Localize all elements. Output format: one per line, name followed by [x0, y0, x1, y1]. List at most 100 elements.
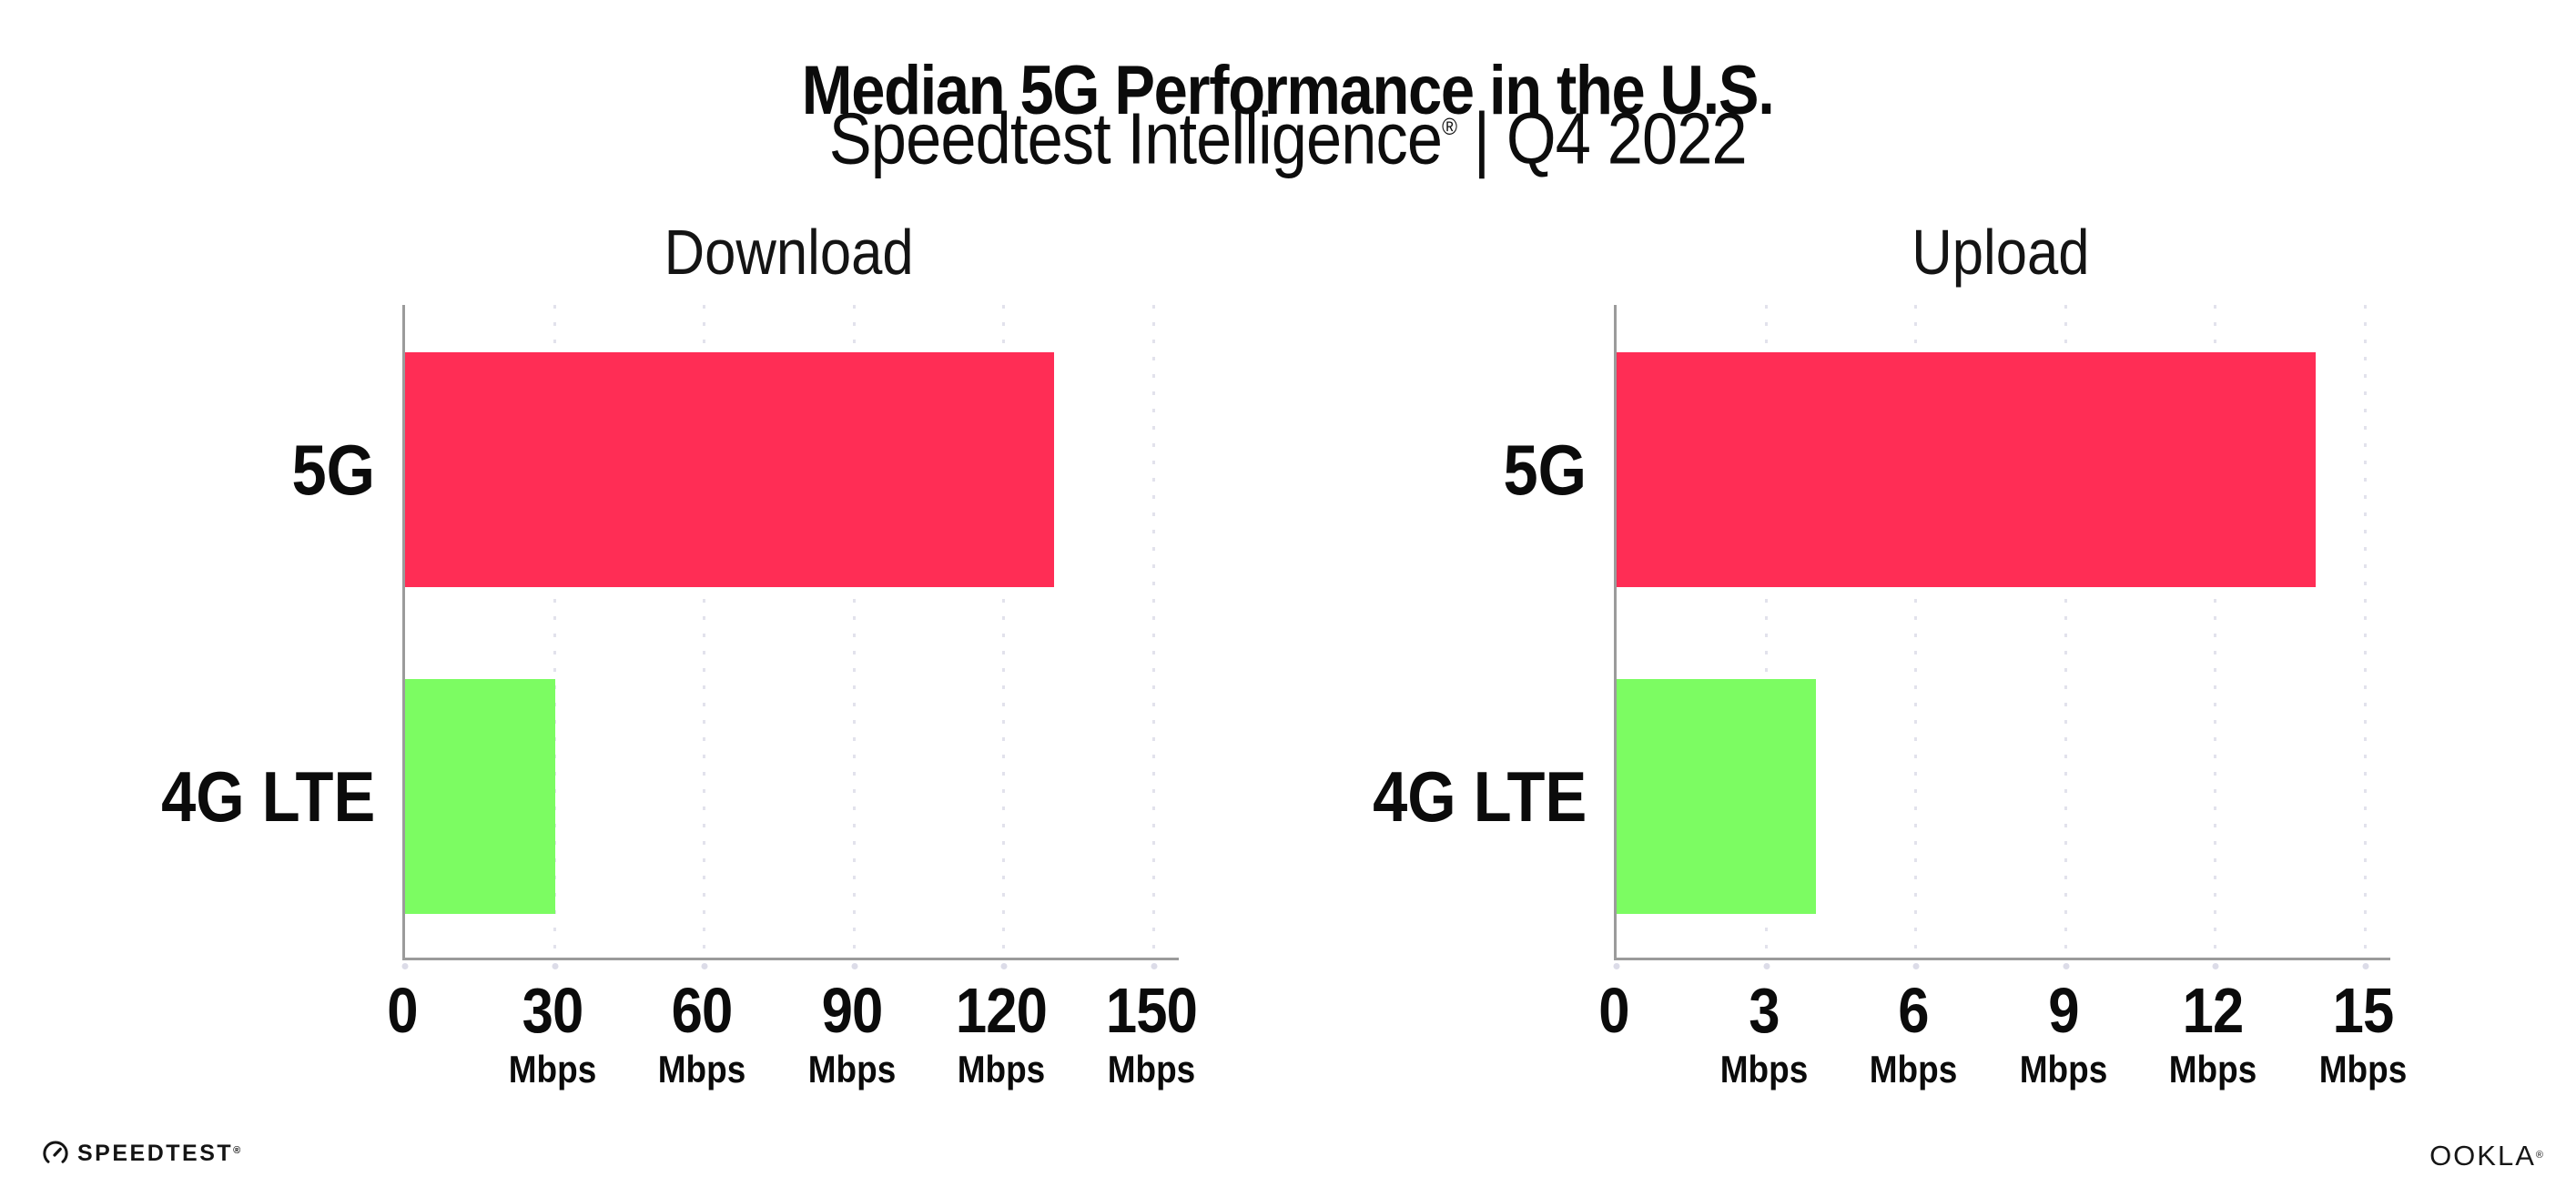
x-tick-9: 9 Mbps: [2013, 979, 2114, 1090]
gridline-60: [703, 305, 706, 958]
tick-dot-90: [851, 963, 858, 969]
x-tick-content-15: 15 Mbps: [2318, 979, 2406, 1090]
x-tick-content-30: 30 Mbps: [508, 979, 595, 1090]
download-plot-area: [401, 305, 1179, 969]
x-tick-0: 0: [385, 979, 420, 1042]
x-tick-content-0: 0: [387, 975, 418, 1046]
category-label-text: 4G LTE: [160, 756, 375, 837]
tick-dot-12: [2212, 963, 2219, 969]
x-tick-content-3: 3 Mbps: [1719, 979, 1807, 1090]
download-chart-title: Download: [664, 217, 914, 288]
x-tick-value: 150: [1105, 975, 1198, 1046]
category-label-4g-lte: 4G LTE: [47, 761, 375, 832]
x-tick-value: 90: [821, 975, 883, 1046]
ookla-registered-icon: ®: [2535, 1150, 2543, 1161]
gridline-30: [553, 305, 556, 958]
tick-dot-0: [1613, 963, 1620, 969]
x-tick-value: 0: [1598, 975, 1629, 1046]
gridline-15: [2363, 305, 2367, 958]
x-tick-value: 12: [2182, 975, 2245, 1046]
x-tick-content-0: 0: [1598, 975, 1629, 1046]
bar-5g: [1617, 352, 2316, 587]
upload-chart: Upload 0 3 Mbps 6 Mbps 9 Mbps 12 Mbps 15 Mbps 5G 4G…: [1373, 209, 2407, 1129]
gridline-3: [1764, 305, 1768, 958]
x-tick-0: 0: [1597, 979, 1631, 1042]
speedtest-gauge-icon: [43, 1141, 68, 1163]
speedtest-wordmark: SPEEDTEST®: [77, 1140, 241, 1166]
subtitle-brand: Speedtest Intelligence: [828, 97, 1443, 179]
x-tick-content-120: 120 Mbps: [955, 975, 1048, 1090]
bar-4g-lte: [1617, 679, 1817, 914]
tick-dot-30: [552, 963, 559, 969]
x-tick-value: 6: [1898, 975, 1929, 1046]
x-tick-unit: Mbps: [1869, 1048, 1958, 1090]
x-tick-3: 3 Mbps: [1714, 979, 1814, 1090]
ookla-wordmark: OOKLA: [2429, 1140, 2536, 1172]
category-label-5g: 5G: [47, 434, 375, 505]
x-tick-content-90: 90 Mbps: [807, 979, 895, 1090]
x-tick-value: 60: [671, 975, 734, 1046]
x-tick-value: 0: [387, 975, 418, 1046]
page-subtitle: Speedtest Intelligence® | Q4 2022: [0, 87, 2576, 182]
x-tick-content-12: 12 Mbps: [2169, 979, 2257, 1090]
registered-trademark-icon: ®: [1442, 113, 1457, 140]
category-label-4g-lte: 4G LTE: [1259, 761, 1587, 832]
x-tick-unit: Mbps: [657, 1048, 746, 1090]
page-title-text: Median 5G Performance in the U.S.: [802, 51, 1775, 129]
speedtest-logo: SPEEDTEST®: [42, 1140, 240, 1167]
x-tick-unit: Mbps: [807, 1048, 896, 1090]
x-tick-6: 6 Mbps: [1863, 979, 1963, 1090]
x-tick-120: 120 Mbps: [949, 979, 1053, 1090]
tick-dot-9: [2063, 963, 2070, 969]
gridline-90: [852, 305, 856, 958]
x-tick-30: 30 Mbps: [502, 979, 603, 1090]
x-tick-12: 12 Mbps: [2163, 979, 2263, 1090]
x-tick-unit: Mbps: [957, 1048, 1046, 1090]
tick-dot-3: [1763, 963, 1770, 969]
category-label-text: 4G LTE: [1372, 756, 1587, 837]
gridline-150: [1151, 305, 1155, 958]
page-title: Median 5G Performance in the U.S.: [0, 52, 2576, 130]
x-tick-unit: Mbps: [2318, 1048, 2407, 1090]
gridline-12: [2214, 305, 2217, 958]
x-tick-value: 3: [1748, 975, 1780, 1046]
x-tick-content-9: 9 Mbps: [2019, 979, 2106, 1090]
category-label-5g: 5G: [1259, 434, 1587, 505]
x-tick-150: 150 Mbps: [1100, 979, 1203, 1090]
x-tick-unit: Mbps: [2019, 1048, 2107, 1090]
x-tick-value: 30: [522, 975, 583, 1046]
x-tick-15: 15 Mbps: [2313, 979, 2413, 1090]
gridline-9: [2064, 305, 2067, 958]
tick-dot-60: [701, 963, 708, 969]
tick-dot-15: [2362, 963, 2369, 969]
x-tick-content-6: 6 Mbps: [1870, 979, 1957, 1090]
x-tick-value: 120: [955, 975, 1048, 1046]
category-label-text: 5G: [291, 430, 375, 510]
x-tick-60: 60 Mbps: [652, 979, 752, 1090]
speedtest-registered-icon: ®: [233, 1144, 241, 1156]
x-tick-content-60: 60 Mbps: [658, 979, 745, 1090]
x-tick-content-150: 150 Mbps: [1105, 975, 1198, 1090]
x-tick-value: 15: [2332, 975, 2394, 1046]
ookla-logo: OOKLA®: [2429, 1140, 2543, 1172]
tick-dot-150: [1151, 963, 1158, 969]
tick-dot-0: [401, 963, 409, 969]
upload-x-axis: 0 3 Mbps 6 Mbps 9 Mbps 12 Mbps 15 Mbps: [1598, 979, 2407, 1129]
x-tick-unit: Mbps: [2168, 1048, 2257, 1090]
tick-dot-120: [1000, 963, 1008, 969]
upload-plot-area: [1613, 305, 2390, 969]
category-label-text: 5G: [1503, 430, 1587, 510]
tick-dot-6: [1912, 963, 1920, 969]
bar-4g-lte: [405, 679, 555, 914]
download-chart: Download 0 30 Mbps 60 Mbps 90 Mbps 120 Mbps 150 Mb…: [161, 209, 1198, 1129]
x-tick-unit: Mbps: [1719, 1048, 1808, 1090]
x-tick-unit: Mbps: [1107, 1048, 1195, 1090]
x-tick-90: 90 Mbps: [802, 979, 902, 1090]
upload-chart-title: Upload: [1912, 217, 2090, 288]
gridline-6: [1914, 305, 1918, 958]
x-tick-unit: Mbps: [508, 1048, 596, 1090]
gridline-120: [1002, 305, 1006, 958]
page-subtitle-text: Speedtest Intelligence® | Q4 2022: [828, 87, 1748, 182]
bar-5g: [405, 352, 1054, 587]
